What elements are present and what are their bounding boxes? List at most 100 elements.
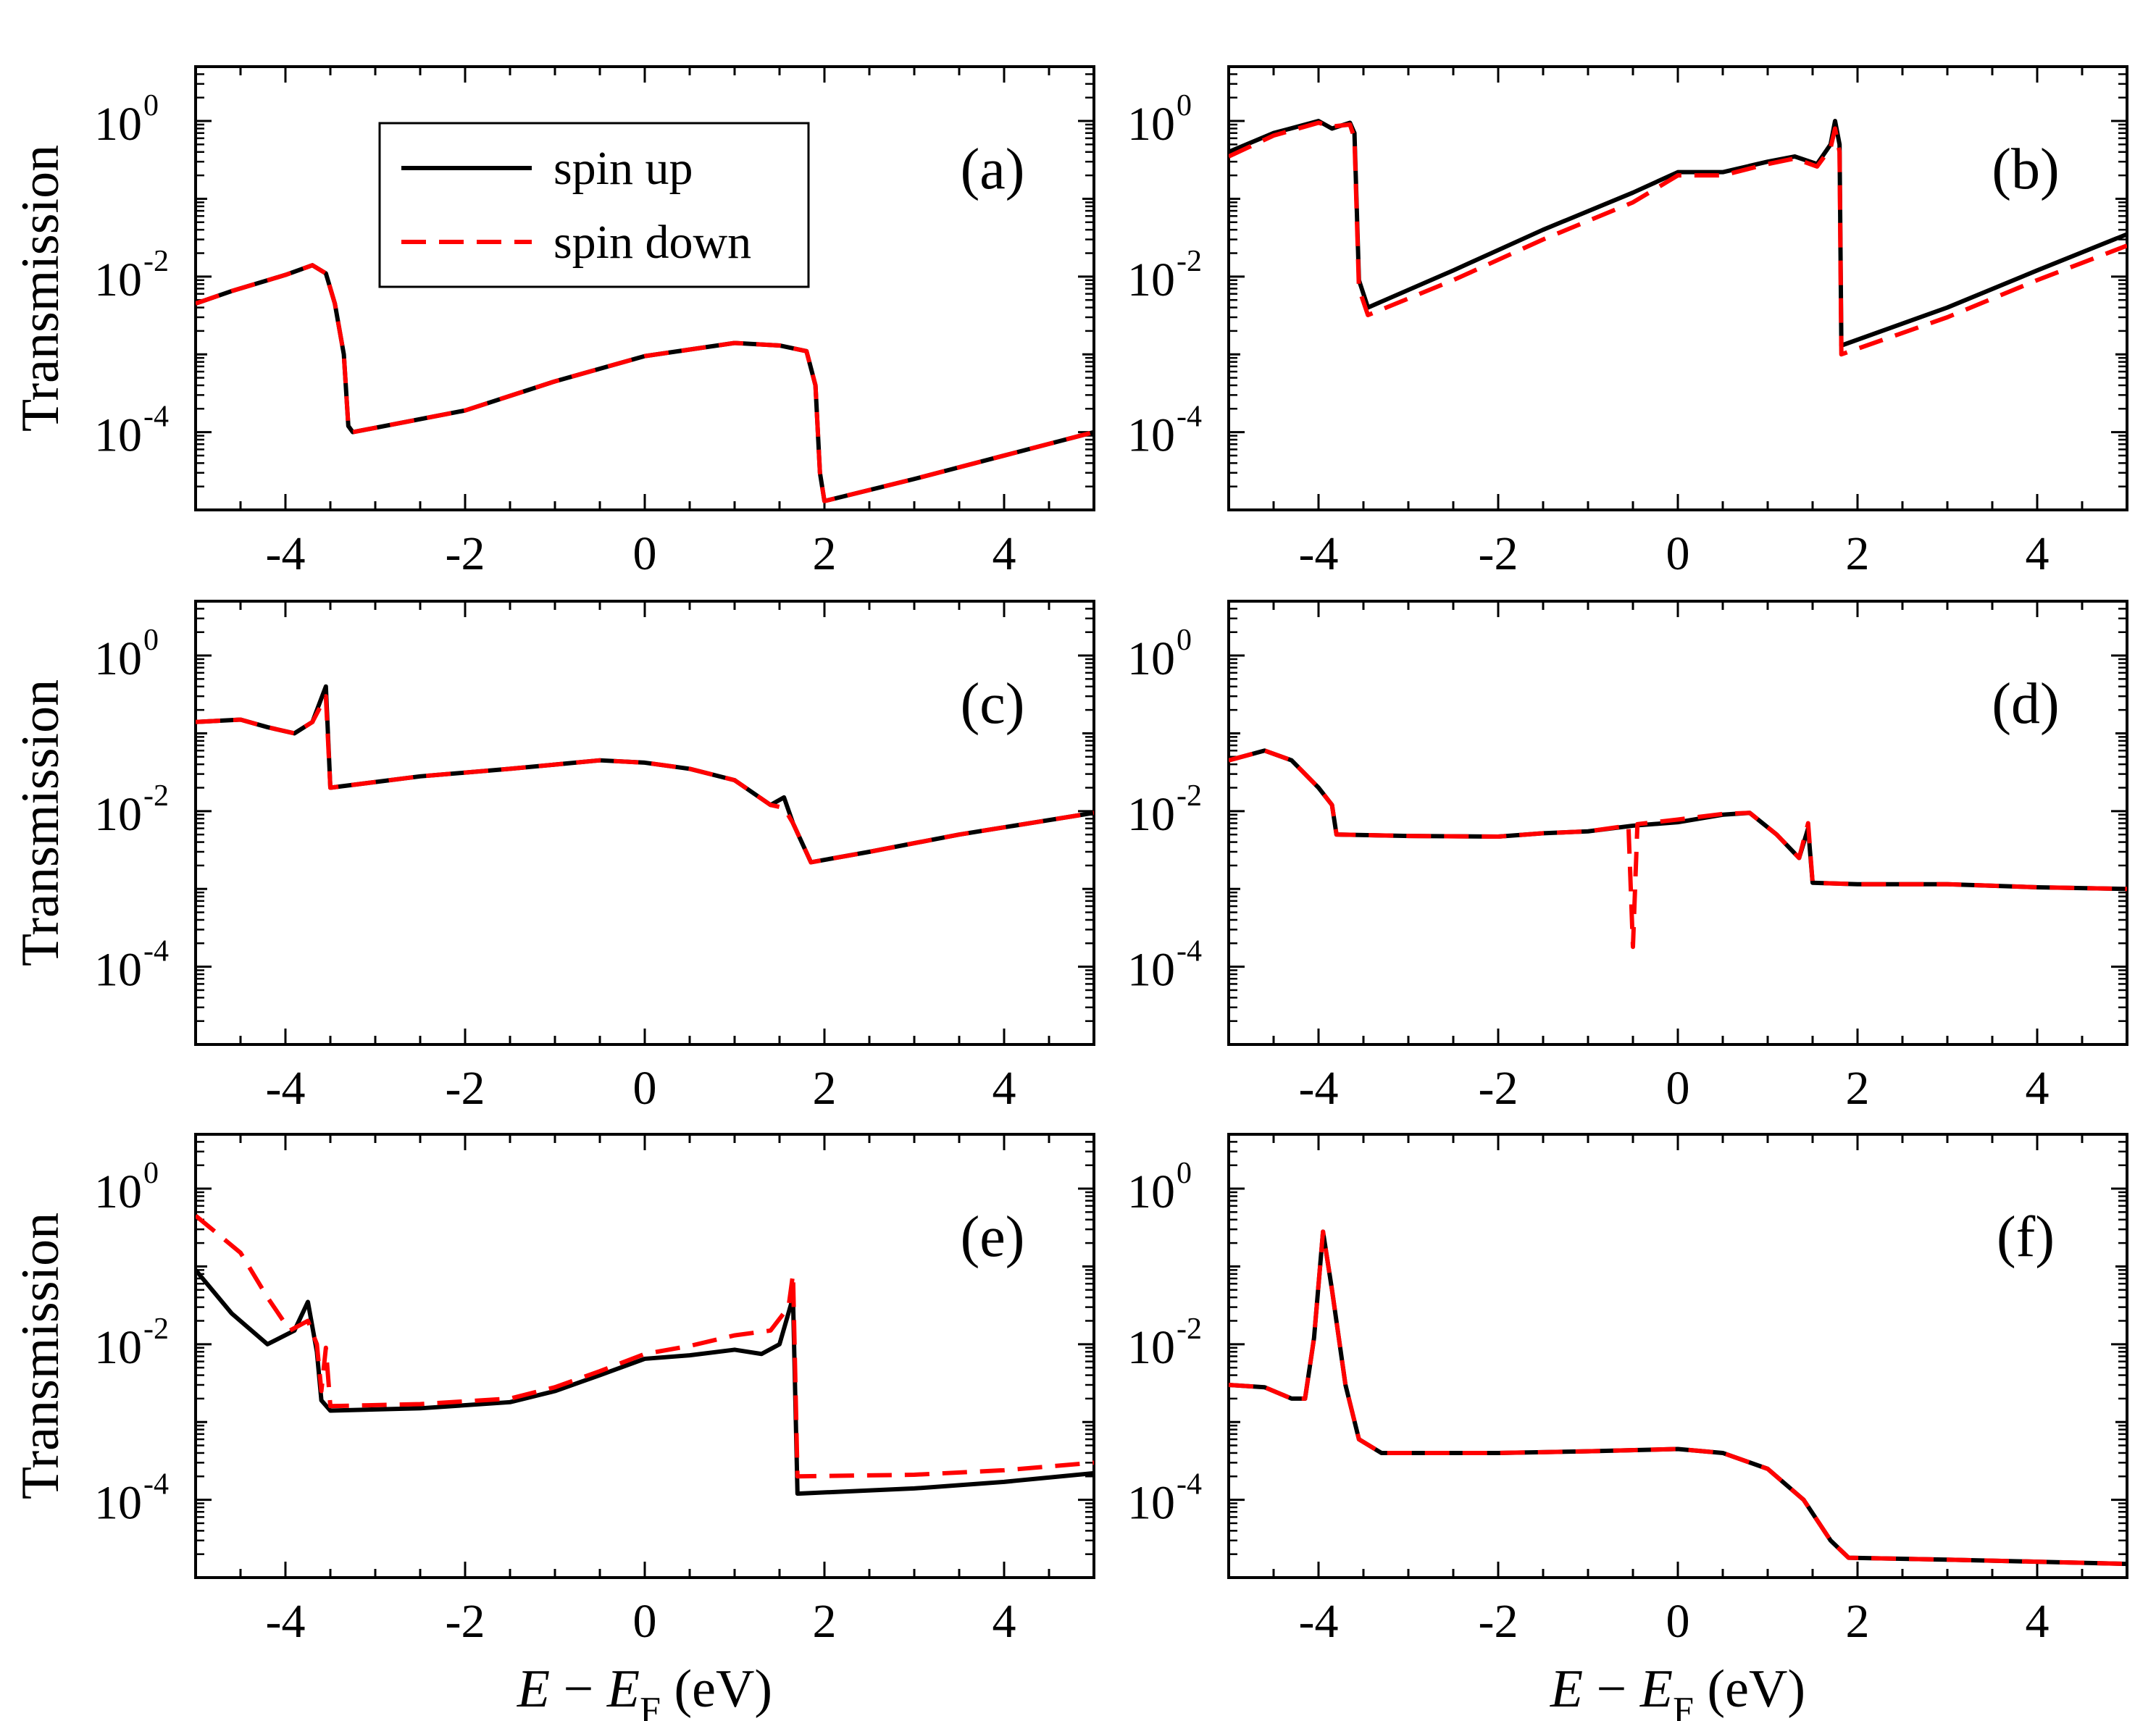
y-tick-exponent: -2 (1177, 245, 1202, 278)
x-tick-label: 0 (633, 1062, 657, 1115)
series-spin-down-line (196, 1213, 1094, 1479)
y-tick-exponent: 0 (143, 1157, 159, 1190)
x-tick-label: 4 (2026, 527, 2050, 580)
x-tick-label: -4 (1299, 1595, 1339, 1648)
y-tick-exponent: 0 (1177, 624, 1192, 657)
y-tick-exponent: -2 (143, 1312, 169, 1346)
y-tick-label: 10 (1127, 788, 1175, 841)
x-tick-label: -2 (446, 1062, 485, 1115)
y-tick-exponent: -4 (1177, 1468, 1202, 1502)
y-tick-exponent: 0 (1177, 89, 1192, 122)
x-tick-label: 0 (1666, 527, 1690, 580)
y-tick-label: 10 (94, 98, 142, 151)
y-tick-label: 10 (94, 944, 142, 997)
y-tick-exponent: -2 (1177, 1312, 1202, 1346)
series-group (196, 263, 1094, 503)
x-tick-label: -4 (266, 1595, 306, 1648)
panel-label: (b) (1992, 138, 2059, 201)
series-group (1229, 1229, 2127, 1567)
y-tick-label: 10 (1127, 944, 1175, 997)
y-tick-label: 10 (94, 1477, 142, 1530)
series-spin-down-line (1229, 748, 2127, 950)
y-tick-label: 10 (1127, 254, 1175, 306)
series-group (196, 684, 1094, 865)
y-axis-title: Transmission (11, 145, 70, 432)
x-tick-label: 2 (813, 1062, 837, 1115)
x-tick-label: 4 (993, 1062, 1016, 1115)
x-tick-label: 4 (993, 527, 1016, 580)
x-tick-label: -2 (446, 1595, 485, 1648)
y-axis-title: Transmission (11, 1213, 70, 1499)
y-tick-label: 10 (94, 1165, 142, 1218)
x-tick-label: -4 (1299, 1062, 1339, 1115)
y-tick-exponent: -4 (143, 935, 169, 968)
y-tick-exponent: -2 (1177, 779, 1202, 813)
x-tick-label: -2 (1479, 1062, 1518, 1115)
panel-label: (c) (961, 672, 1025, 736)
y-tick-label: 10 (1127, 409, 1175, 462)
x-tick-label: 4 (2026, 1062, 2050, 1115)
x-tick-label: -4 (266, 1062, 306, 1115)
series-spin-down-line (196, 263, 1094, 503)
series-spin-down-line (1229, 120, 2127, 357)
x-tick-label: -4 (266, 527, 306, 580)
y-tick-label: 10 (94, 409, 142, 462)
x-tick-label: 4 (993, 1595, 1016, 1648)
y-tick-label: 10 (94, 1321, 142, 1374)
y-tick-label: 10 (1127, 1321, 1175, 1374)
titles-layer: E − EF (eV) E − EF (eV) (517, 1659, 1805, 1721)
x-tick-label: 2 (813, 527, 837, 580)
x-tick-label: -2 (1479, 527, 1518, 580)
x-tick-label: 0 (1666, 1062, 1690, 1115)
x-tick-label: 0 (1666, 1595, 1690, 1648)
x-tick-label: 2 (1846, 1595, 1870, 1648)
y-tick-label: 10 (1127, 98, 1175, 151)
y-tick-exponent: -4 (143, 1468, 169, 1502)
panel-label: (d) (1992, 672, 2059, 736)
y-tick-exponent: -2 (143, 779, 169, 813)
x-tick-label: 0 (633, 1595, 657, 1648)
x-tick-label: 4 (2026, 1595, 2050, 1648)
y-tick-label: 10 (94, 254, 142, 306)
x-tick-label: 2 (1846, 527, 1870, 580)
y-tick-label: 10 (1127, 632, 1175, 685)
x-axis-title: E − EF (eV) (1550, 1659, 1805, 1721)
legend-label-spin-down: spin down (553, 216, 751, 269)
series-group (196, 1213, 1094, 1496)
series-group (1229, 119, 2127, 357)
legend-box (378, 122, 810, 288)
y-tick-exponent: 0 (143, 89, 159, 122)
y-tick-label: 10 (1127, 1165, 1175, 1218)
x-tick-label: -4 (1299, 527, 1339, 580)
y-tick-exponent: -2 (143, 245, 169, 278)
y-tick-label: 10 (1127, 1477, 1175, 1530)
panel-label: (e) (961, 1205, 1025, 1269)
x-tick-label: -2 (446, 527, 485, 580)
y-tick-exponent: -4 (1177, 401, 1202, 434)
series-spin-down-line (1229, 1229, 2127, 1567)
x-tick-label: 2 (813, 1595, 837, 1648)
y-tick-exponent: 0 (1177, 1157, 1192, 1190)
legend-label-spin-up: spin up (553, 142, 693, 195)
series-spin-down-line (196, 694, 1094, 865)
y-tick-label: 10 (94, 788, 142, 841)
y-axis-title: Transmission (11, 679, 70, 966)
y-tick-label: 10 (94, 632, 142, 685)
series-group (1229, 748, 2127, 950)
y-tick-exponent: -4 (1177, 935, 1202, 968)
y-tick-exponent: -4 (143, 401, 169, 434)
x-tick-label: 2 (1846, 1062, 1870, 1115)
panel-label: (a) (961, 138, 1025, 201)
x-tick-label: -2 (1479, 1595, 1518, 1648)
x-tick-label: 0 (633, 527, 657, 580)
x-axis-title: E − EF (eV) (517, 1659, 772, 1721)
legend: spin up spin down (378, 122, 810, 288)
